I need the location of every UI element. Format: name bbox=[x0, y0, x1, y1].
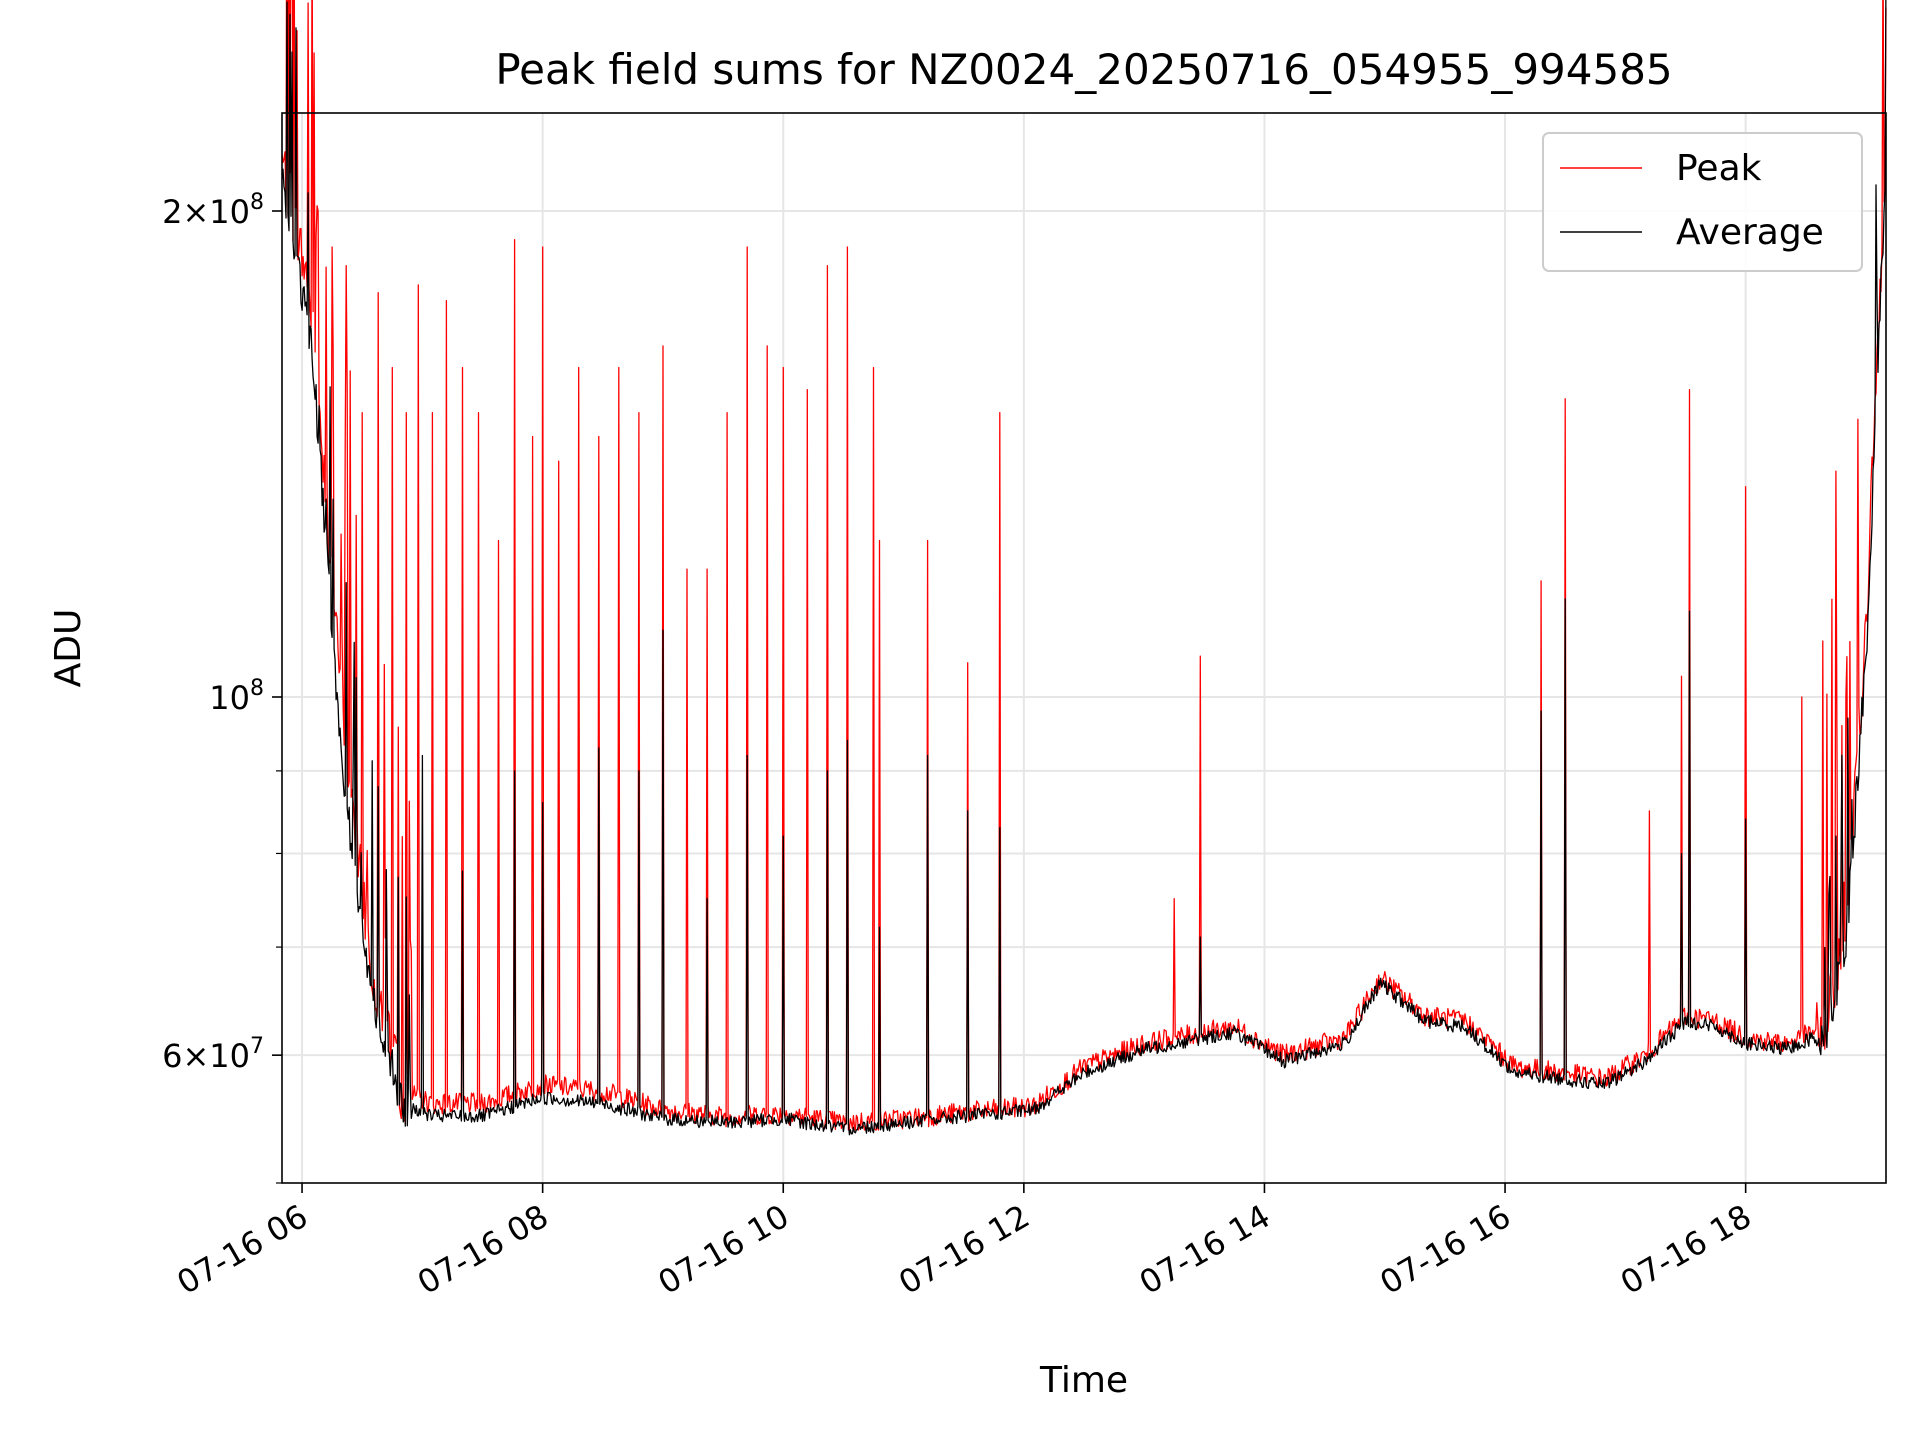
legend-label-peak: Peak bbox=[1676, 148, 1762, 189]
chart-title: Peak field sums for NZ0024_20250716_0549… bbox=[495, 45, 1672, 94]
y-axis-label: ADU bbox=[48, 609, 89, 688]
legend: Peak Average bbox=[1542, 132, 1863, 272]
plot-frame bbox=[281, 112, 1887, 1184]
legend-label-average: Average bbox=[1676, 212, 1824, 253]
average-line bbox=[281, 0, 1887, 1136]
y-tick-label: 2×108 bbox=[162, 190, 264, 231]
y-tick-label: 6×107 bbox=[162, 1034, 264, 1075]
y-tick-label: 108 bbox=[209, 676, 264, 717]
series-layer bbox=[281, 0, 1887, 1136]
x-axis-label: Time bbox=[1039, 1360, 1128, 1401]
